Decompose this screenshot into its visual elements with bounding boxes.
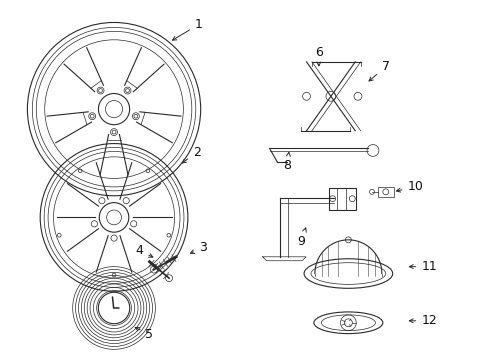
Text: 12: 12 [408,314,436,327]
Text: 10: 10 [396,180,423,193]
Text: 3: 3 [190,242,206,255]
Text: 5: 5 [135,328,153,341]
Text: 8: 8 [283,152,291,172]
Text: 11: 11 [408,260,436,273]
Text: 2: 2 [182,146,200,163]
Text: 7: 7 [368,60,389,81]
Text: 4: 4 [136,244,153,257]
Text: 6: 6 [314,45,322,66]
Text: 9: 9 [297,228,305,248]
Text: 1: 1 [172,18,202,40]
Bar [328,188,356,210]
